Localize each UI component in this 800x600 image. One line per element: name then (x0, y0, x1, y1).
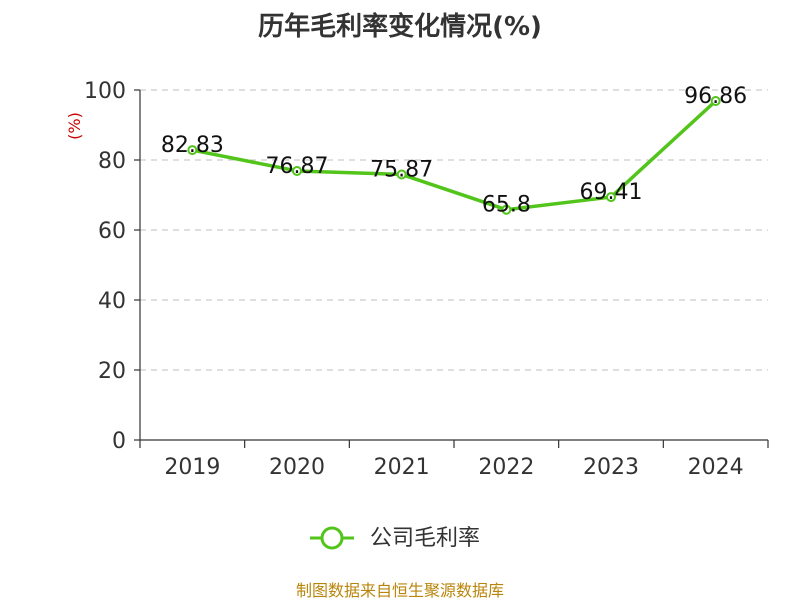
data-point (292, 165, 302, 176)
data-label: 75.87 (370, 157, 433, 182)
x-axis-ticks: 2019 2020 2021 2022 2023 2024 (139, 440, 769, 480)
legend-label: 公司毛利率 (370, 526, 480, 551)
y-tick-label: 40 (98, 289, 126, 314)
data-label: 69.41 (580, 180, 643, 205)
x-tick-label: 2020 (269, 455, 325, 480)
x-tick-label: 2023 (583, 455, 639, 480)
data-labels: 82.83 76.87 75.87 65.8 69.41 96.86 (161, 84, 747, 218)
legend[interactable]: 公司毛利率 (310, 526, 480, 551)
x-tick-label: 2024 (688, 455, 744, 480)
y-axis-unit-label: (%) (65, 112, 84, 140)
data-point (187, 145, 198, 156)
x-tick-label: 2021 (374, 455, 430, 480)
legend-marker-icon (320, 526, 344, 550)
chart-title: 历年毛利率变化情况(%) (258, 11, 542, 42)
data-label: 96.86 (684, 84, 747, 109)
data-points (187, 95, 721, 215)
y-tick-label: 20 (98, 359, 126, 384)
data-point (396, 169, 407, 180)
data-label: 65.8 (482, 193, 531, 218)
series-line (191, 99, 717, 212)
data-label: 76.87 (266, 154, 329, 179)
x-tick-label: 2022 (478, 455, 534, 480)
y-tick-label: 0 (112, 429, 126, 454)
y-tick-label: 100 (84, 79, 126, 104)
x-tick-label: 2019 (164, 455, 220, 480)
y-tick-label: 60 (98, 219, 126, 244)
gridlines (140, 89, 768, 371)
y-axis-ticks: 0 20 40 60 80 100 (84, 79, 140, 454)
data-point (501, 204, 512, 215)
y-tick-label: 80 (98, 149, 126, 174)
data-label: 82.83 (161, 133, 224, 158)
axes (139, 90, 768, 441)
data-point (710, 95, 721, 106)
data-point (606, 192, 616, 203)
source-note: 制图数据来自恒生聚源数据库 (296, 581, 504, 600)
series-lines (191, 99, 717, 212)
